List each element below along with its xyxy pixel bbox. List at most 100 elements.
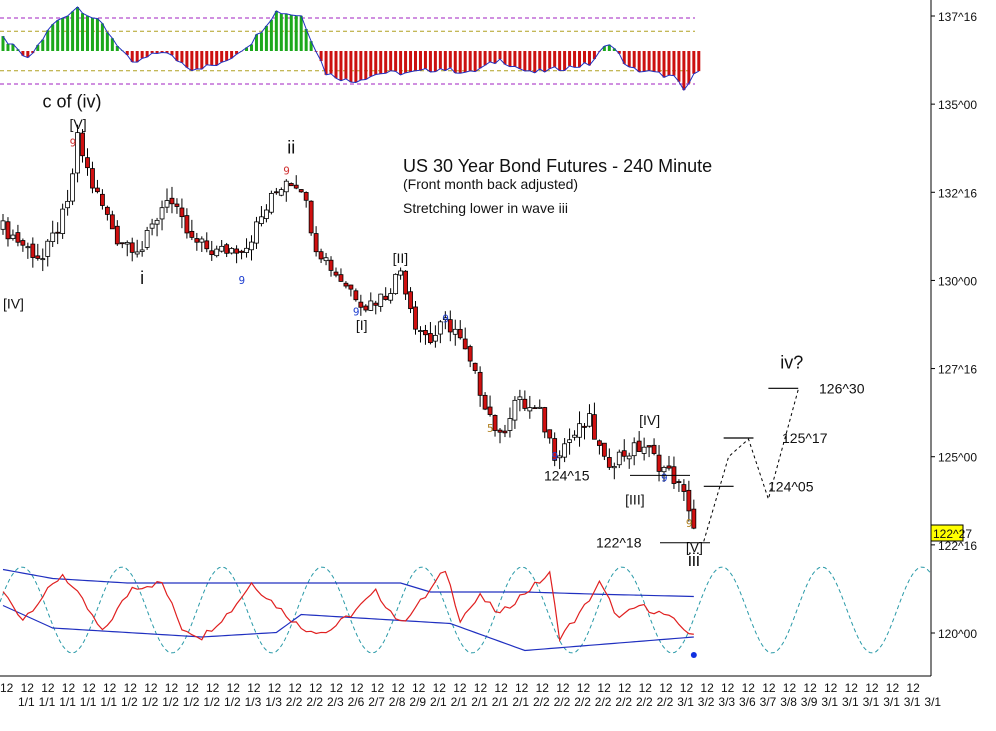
time-tick-label-row1: 12 (845, 681, 859, 695)
count-mark: 5 (487, 422, 494, 435)
candle-down (239, 250, 244, 253)
candle-up (254, 221, 259, 244)
time-tick-label-row2: 1/2 (121, 695, 138, 709)
time-tick-label-row1: 12 (783, 681, 797, 695)
candle-down (298, 189, 304, 193)
time-tick-label-row1: 12 (433, 681, 447, 695)
price-tick-label: 132^16 (938, 186, 977, 200)
candle-down (109, 214, 115, 230)
time-tick-label-row2: 3/1 (821, 695, 838, 709)
candle-down (686, 489, 692, 512)
wave-label: c of (iv) (43, 92, 102, 112)
time-tick-label-row1: 12 (515, 681, 529, 695)
candle-up (661, 466, 667, 473)
time-tick-label-row2: 2/2 (574, 695, 591, 709)
price-tick-label: 135^00 (938, 98, 977, 112)
time-tick-label-row1: 12 (742, 681, 756, 695)
time-tick-label-row2: 3/6 (739, 695, 756, 709)
candle-down (656, 454, 662, 472)
blue-upper-line (2, 568, 694, 598)
time-tick-label-row2: 1/1 (100, 695, 117, 709)
candle-down (224, 244, 230, 254)
time-tick-label-row2: 2/1 (451, 695, 468, 709)
candle-down (35, 255, 41, 259)
time-tick-label-row1: 12 (618, 681, 632, 695)
count-mark: 9 (686, 517, 693, 530)
time-tick-label-row1: 12 (494, 681, 508, 695)
candle-up (641, 446, 647, 454)
count-mark: 9 (442, 313, 449, 326)
candle-up (264, 209, 269, 219)
time-tick-label-row2: 2/2 (615, 695, 632, 709)
time-tick-label-row2: 2/2 (286, 695, 303, 709)
price-level-label: 126^30 (819, 380, 865, 396)
time-tick-label-row1: 12 (0, 681, 14, 695)
candle-up (442, 317, 448, 320)
candle-up (0, 220, 6, 230)
candle-up (557, 455, 563, 459)
candle-down (403, 270, 408, 295)
candle-down (413, 306, 418, 330)
candle-up (323, 257, 329, 262)
time-tick-label-row2: 3/7 (760, 695, 777, 709)
candle-up (368, 300, 374, 311)
time-tick-label-row1: 12 (206, 681, 220, 695)
candle-down (522, 398, 528, 409)
time-tick-label-row2: 2/8 (389, 695, 406, 709)
candle-down (621, 450, 627, 457)
candle-down (273, 191, 279, 194)
chart-subtitle: (Front month back adjusted) (403, 176, 578, 192)
candlesticks (0, 124, 697, 530)
candle-down (100, 193, 105, 206)
candle-up (70, 173, 75, 202)
time-tick-label-row1: 12 (536, 681, 550, 695)
time-tick-label-row2: 2/1 (512, 695, 529, 709)
time-tick-label-row2: 2/2 (595, 695, 612, 709)
time-tick-label-row1: 12 (144, 681, 158, 695)
candle-up (214, 248, 220, 257)
candle-down (353, 290, 359, 301)
candle-up (572, 434, 577, 438)
candle-up (527, 407, 533, 412)
price-level-label: 122^18 (596, 535, 642, 551)
time-tick-label-row2: 3/2 (698, 695, 715, 709)
candle-down (592, 414, 597, 440)
cycle-line (0, 566, 931, 654)
candle-up (631, 442, 637, 457)
candle-down (318, 251, 324, 260)
candle-down (477, 371, 483, 396)
candle-down (80, 132, 85, 157)
count-mark: 9 (552, 450, 559, 463)
candle-up (268, 193, 274, 213)
time-tick-label-row2: 3/9 (801, 695, 818, 709)
candle-down (552, 438, 558, 461)
wave-label: [III] (625, 491, 644, 507)
candle-down (472, 362, 478, 371)
wave-label: ii (287, 138, 295, 158)
candle-up (10, 234, 16, 239)
time-tick-label-row1: 12 (886, 681, 900, 695)
candle-up (437, 321, 443, 335)
candle-up (567, 439, 572, 443)
candle-down (204, 240, 210, 250)
signal-dot (690, 652, 697, 658)
time-tick-label-row1: 12 (103, 681, 117, 695)
candle-up (418, 330, 423, 332)
time-tick-label-row1: 12 (247, 681, 261, 695)
candle-down (582, 425, 587, 428)
candle-down (676, 481, 682, 483)
wave-label: iii (688, 550, 700, 570)
candle-up (60, 208, 66, 234)
time-tick-label-row2: 3/1 (924, 695, 941, 709)
candle-down (601, 442, 607, 457)
time-tick-label-row2: 2/1 (492, 695, 509, 709)
projection-path (703, 387, 799, 542)
candle-down (691, 508, 697, 529)
candle-down (447, 319, 453, 333)
candle-down (30, 243, 36, 258)
candle-down (408, 291, 413, 310)
candle-up (388, 293, 394, 301)
candle-up (139, 249, 145, 252)
candle-down (502, 430, 508, 434)
